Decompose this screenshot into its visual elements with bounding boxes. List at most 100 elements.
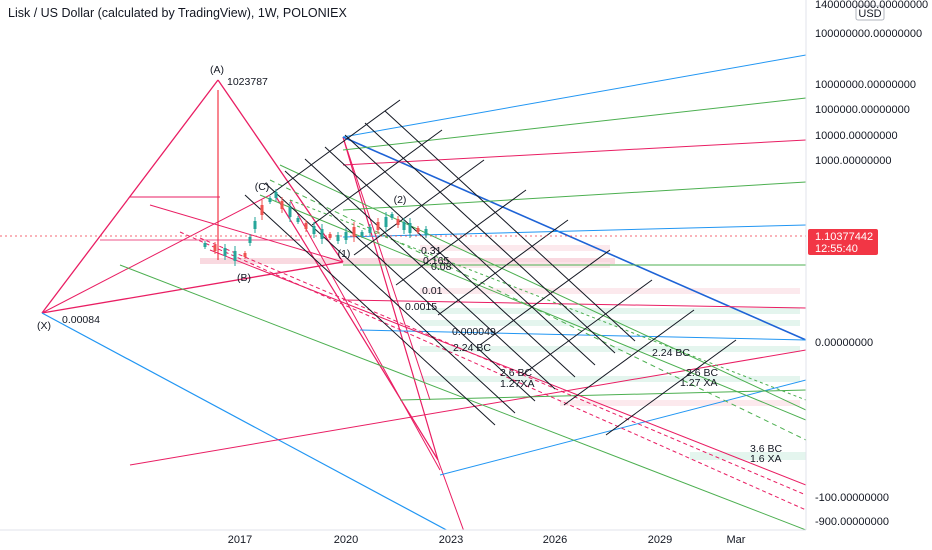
trend-line: [119, 264, 806, 530]
trend-line: [274, 194, 439, 461]
price-zone: [420, 245, 610, 251]
candle-body: [260, 205, 264, 215]
candle-body: [320, 229, 324, 239]
trend-line: [244, 194, 496, 426]
candle-body: [408, 223, 412, 233]
x-tick-label: 2026: [543, 534, 567, 546]
trend-line: [439, 379, 806, 476]
trend-line: [311, 129, 443, 226]
x-tick-labels: 2017 2020 2023 2026 2029 Mar: [228, 534, 746, 546]
trend-line: [41, 312, 448, 530]
x-tick-label: 2017: [228, 534, 252, 546]
candle-body: [243, 253, 247, 257]
trend-line: [129, 349, 806, 466]
trend-line: [209, 249, 806, 486]
candle-body: [352, 227, 356, 237]
y-tick-label: 100000000.00000000: [815, 28, 922, 40]
trend-line: [353, 159, 485, 256]
level-annotation: 1.27 XA: [680, 377, 717, 389]
trend-line: [304, 158, 556, 390]
wave-label: (2): [394, 194, 407, 206]
y-tick-label: 1000000.00000000: [815, 104, 910, 116]
currency-badge[interactable]: [855, 5, 885, 21]
pattern-point-value: 0.00084: [62, 314, 100, 326]
target-zones: [200, 245, 806, 460]
chart-title: Lisk / US Dollar (calculated by TradingV…: [8, 6, 347, 20]
time-axis[interactable]: 2017 2020 2023 2026 2029 Mar: [0, 529, 806, 546]
y-tick-label: 0.00000000: [815, 337, 873, 349]
candle-body: [424, 229, 428, 235]
level-annotation: 0.000049: [452, 326, 496, 338]
trend-line: [342, 54, 806, 138]
candle-body: [296, 218, 300, 222]
candle-body: [304, 223, 308, 229]
candle-body: [328, 234, 332, 238]
candlestick-series: [203, 189, 428, 266]
trend-line: [479, 249, 611, 346]
level-annotation: 2.6 BC: [500, 367, 533, 379]
trend-line: [324, 146, 576, 378]
pattern-point-value: 1023787: [227, 76, 268, 88]
trend-line: [342, 181, 806, 211]
y-tick-label: -900.00000000: [815, 516, 889, 528]
currency-label: USD: [858, 8, 881, 20]
candle-body: [213, 245, 217, 251]
trend-line: [199, 237, 806, 496]
y-tick-label: 10000000.00000000: [815, 79, 916, 91]
trend-line: [342, 299, 806, 309]
trend-line: [342, 136, 431, 401]
level-annotation: 1.27XA: [500, 378, 534, 390]
y-tick-label: 1000.00000000: [815, 155, 891, 167]
candle-body: [233, 251, 237, 261]
candle-body: [368, 227, 372, 233]
candle-body: [396, 219, 400, 225]
price-zone: [690, 452, 806, 460]
pattern-point-label: (B): [237, 272, 251, 284]
price-zone: [420, 320, 800, 326]
trend-line: [342, 139, 806, 166]
candle-body: [312, 226, 316, 234]
level-annotation: 1.6 XA: [750, 453, 782, 465]
pattern-point-label: (X): [37, 320, 51, 332]
candle-body: [384, 217, 388, 227]
trend-line: [437, 459, 464, 530]
candle-body: [253, 221, 257, 229]
price-axis[interactable]: USD 1400000000.00000000 100000000.0000000…: [805, 0, 928, 530]
candle-body: [344, 232, 348, 240]
level-annotation: 0.01: [422, 285, 443, 297]
trend-line: [344, 134, 596, 366]
candle-body: [390, 214, 394, 218]
y-tick-labels: 1400000000.00000000 100000000.00000000 100…: [815, 0, 928, 528]
level-annotation: 2.6 BC: [686, 367, 719, 379]
trend-line: [41, 194, 271, 314]
candle-body: [360, 232, 364, 236]
candle-body: [376, 222, 380, 230]
level-annotation: 0.31: [421, 245, 442, 257]
level-annotation: 0.08: [431, 261, 452, 273]
trend-line: [359, 329, 806, 341]
y-tick-label: -100.00000000: [815, 492, 889, 504]
trend-line: [264, 182, 516, 414]
current-price-badge: [808, 229, 878, 255]
candle-body: [274, 192, 278, 198]
bar-countdown-label: 12:55:40: [815, 243, 858, 255]
trend-line: [289, 199, 441, 471]
level-annotation: 0.0015: [405, 301, 437, 313]
annotations: (X) (A) (B) (C) 0.00084 1023787 (1) (2) 0.310.16…: [37, 64, 783, 465]
level-annotation: 2.24 BC: [453, 342, 491, 354]
trend-line: [364, 122, 616, 354]
trend-line: [563, 309, 695, 406]
trend-line: [269, 99, 401, 196]
candle-body: [336, 235, 340, 241]
level-annotation: 3.6 BC: [750, 443, 783, 455]
trend-line: [342, 97, 806, 151]
price-zone: [200, 258, 615, 264]
level-annotation: 0.165: [423, 255, 449, 267]
trend-line: [384, 110, 636, 342]
trend-line: [217, 79, 344, 263]
candle-body: [288, 207, 292, 217]
x-tick-label: Mar: [727, 534, 746, 546]
pattern-point-label: (A): [210, 64, 224, 76]
level-annotation: 2.24 BC: [652, 347, 690, 359]
